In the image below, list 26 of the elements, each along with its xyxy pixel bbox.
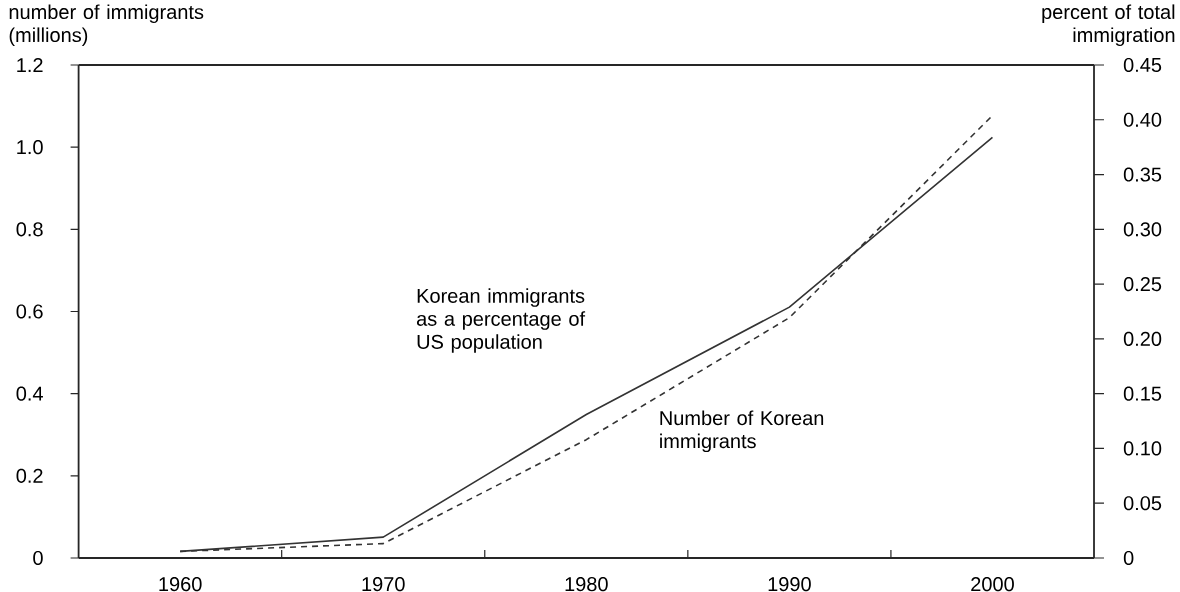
y2-tick-label: 0.15 xyxy=(1123,386,1162,401)
x-tick-label: 1990 xyxy=(768,577,811,592)
y-tick-label: 0 xyxy=(33,550,43,566)
y2-tick-label: 0.20 xyxy=(1123,331,1162,346)
y-tick-label: 0.4 xyxy=(16,386,43,401)
y2-tick-label: 0 xyxy=(1123,550,1134,566)
x-tick-label: 2000 xyxy=(971,577,1014,592)
y2-tick-label: 0.40 xyxy=(1123,112,1162,127)
y-tick-label: 1.2 xyxy=(17,58,43,72)
annotation: Number of Korean immigrants xyxy=(660,410,824,453)
y2-tick-label: 0.10 xyxy=(1123,441,1162,456)
x-tick-label: 1970 xyxy=(362,577,405,592)
y-tick-label: 1.0 xyxy=(17,140,43,155)
y2-tick-label: 0.25 xyxy=(1123,277,1162,292)
annotation: Korean immigrants as a percentage of US population xyxy=(416,288,586,353)
y-tick-label: 0.8 xyxy=(16,222,43,237)
y2-tick-label: 0.05 xyxy=(1123,496,1162,511)
y2-tick-label: 0.35 xyxy=(1123,167,1162,182)
y-axis-title: number of immigrants (millions) xyxy=(9,4,204,47)
x-tick-label: 1960 xyxy=(159,577,202,592)
y2-tick-label: 0.30 xyxy=(1123,222,1162,237)
y-tick-label: 0.2 xyxy=(16,468,43,483)
y2-tick-label: 0.45 xyxy=(1123,57,1162,73)
y-tick-label: 0.6 xyxy=(16,304,43,319)
x-tick-label: 1980 xyxy=(565,577,608,592)
y2-axis-title: percent of total immigration xyxy=(1042,4,1175,47)
